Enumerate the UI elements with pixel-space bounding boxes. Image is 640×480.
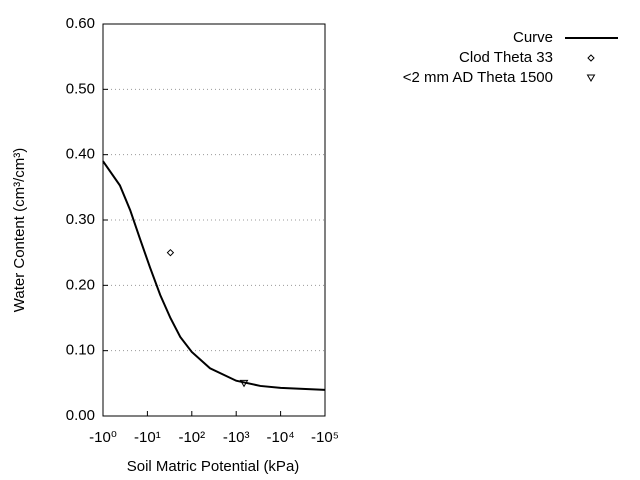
curve — [102, 160, 326, 391]
y-tick-label: 0.20 — [66, 276, 95, 293]
y-tick-label: 0.50 — [66, 80, 95, 97]
y-tick-label: 0.30 — [66, 211, 95, 228]
point — [239, 379, 249, 388]
y-tick-label: 0.60 — [66, 15, 95, 32]
legend-label: Clod Theta 33 — [459, 49, 553, 66]
y-axis-label: Water Content (cm³/cm³) — [11, 148, 28, 312]
x-tick-label: -10¹ — [134, 429, 161, 446]
legend-label: Curve — [513, 29, 553, 46]
legend-swatch — [587, 54, 595, 62]
x-tick-label: -10³ — [223, 429, 250, 446]
x-tick-label: -10² — [178, 429, 205, 446]
x-tick-label: -10⁴ — [267, 429, 295, 446]
legend-label: <2 mm AD Theta 1500 — [403, 69, 553, 86]
y-tick-label: 0.00 — [66, 407, 95, 424]
y-tick-label: 0.10 — [66, 342, 95, 359]
x-tick-label: -10⁵ — [311, 429, 339, 446]
legend-swatch — [586, 74, 596, 82]
x-tick-label: -10⁰ — [89, 429, 117, 446]
point — [166, 248, 175, 257]
plot-frame — [102, 23, 326, 417]
y-tick-label: 0.40 — [66, 146, 95, 163]
x-axis-label: Soil Matric Potential (kPa) — [127, 458, 300, 475]
